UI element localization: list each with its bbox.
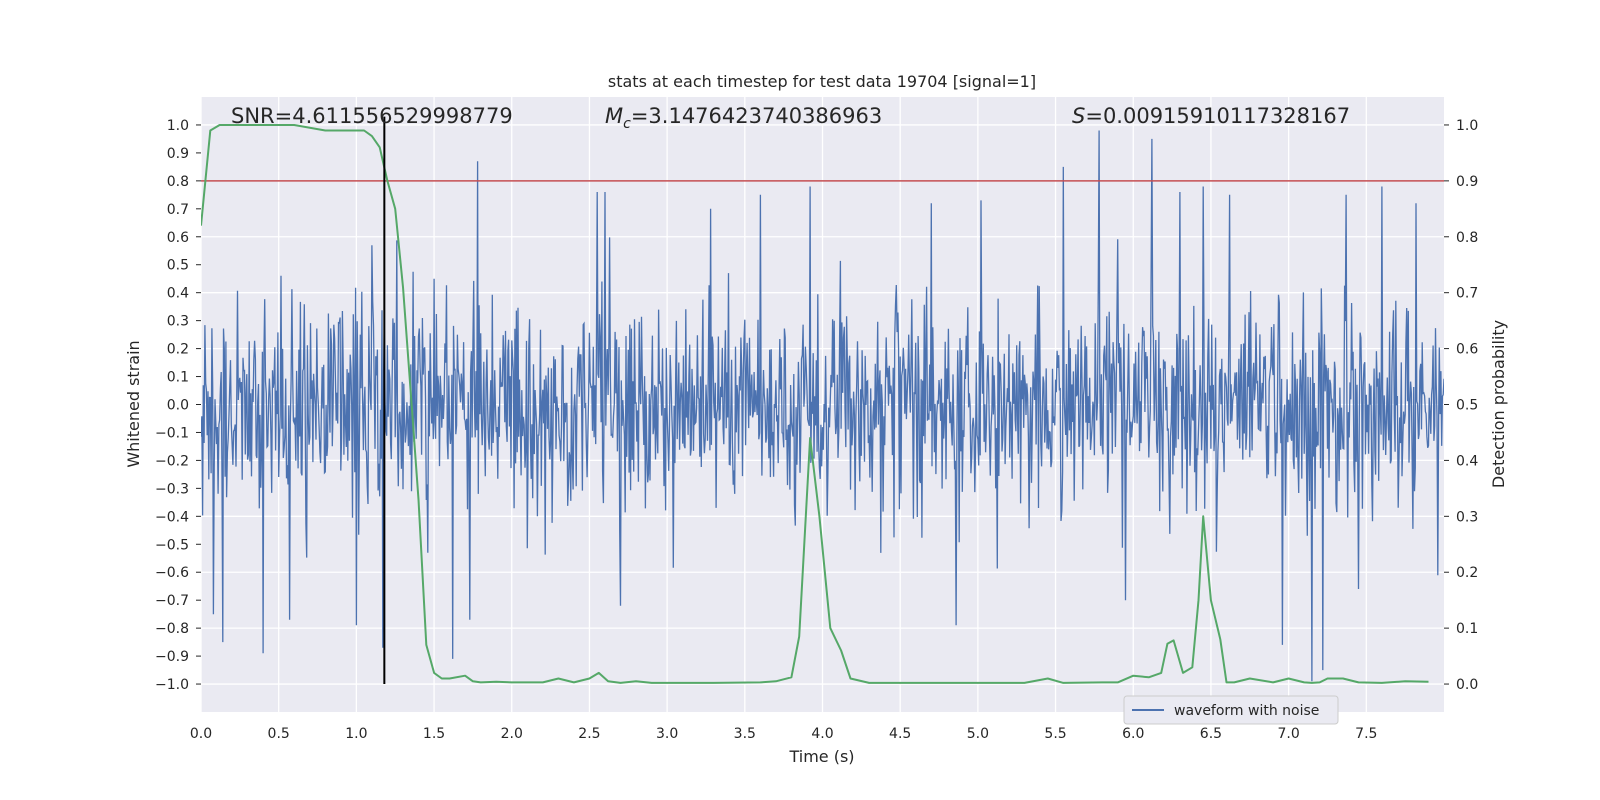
y-tick-label: −0.5 — [155, 537, 189, 553]
y2-tick-label: 0.7 — [1456, 286, 1478, 302]
y-tick-label: 0.4 — [167, 286, 189, 302]
s-symbol: S — [1072, 104, 1085, 128]
y2-tick-label: 0.9 — [1456, 174, 1478, 190]
y-tick-label: −0.1 — [155, 425, 189, 441]
y-tick-label: 0.8 — [167, 174, 189, 190]
y2-tick-label: 0.5 — [1456, 398, 1478, 414]
y2-tick-label: 1.0 — [1456, 118, 1478, 134]
x-tick-label: 2.0 — [501, 726, 523, 742]
y-tick-label: 0.1 — [167, 370, 189, 386]
y2-tick-label: 0.6 — [1456, 342, 1478, 358]
chirp-mass-annotation: Mc=3.1476423740386963 — [605, 104, 882, 132]
y-tick-label: 0.6 — [167, 230, 189, 246]
y-tick-label: −0.9 — [155, 649, 189, 665]
x-tick-label: 5.0 — [967, 726, 989, 742]
y2-tick-label: 0.1 — [1456, 621, 1478, 637]
y-tick-label: 0.3 — [167, 314, 189, 330]
chirp-mass-symbol: M — [605, 104, 623, 128]
x-tick-label: 1.5 — [423, 726, 445, 742]
legend: waveform with noise — [1123, 695, 1339, 725]
y2-tick-label: 0.3 — [1456, 509, 1478, 525]
x-tick-label: 6.5 — [1200, 726, 1222, 742]
x-tick-label: 5.5 — [1044, 726, 1066, 742]
y2-tick-label: 0.0 — [1456, 677, 1478, 693]
x-tick-label: 7.5 — [1355, 726, 1377, 742]
chirp-mass-subscript: c — [623, 116, 631, 132]
y-tick-label: 0.5 — [167, 258, 189, 274]
probability-layer — [201, 116, 1444, 685]
x-tick-label: 7.0 — [1277, 726, 1299, 742]
x-tick-label: 0.5 — [268, 726, 290, 742]
chart-title: stats at each timestep for test data 197… — [608, 72, 1036, 91]
snr-annotation: SNR=4.611556529998779 — [231, 104, 513, 128]
y2-tick-label: 0.4 — [1456, 453, 1478, 469]
x-tick-label: 1.0 — [345, 726, 367, 742]
y-tick-label: 0.7 — [167, 202, 189, 218]
s-annotation: S=0.00915910117328167 — [1072, 104, 1350, 128]
x-tick-label: 0.0 — [190, 726, 212, 742]
waveform-layer — [201, 130, 1444, 682]
y-tick-label: 0.0 — [167, 398, 189, 414]
x-tick-label: 6.0 — [1122, 726, 1144, 742]
x-axis-label: Time (s) — [788, 747, 854, 766]
y2-tick-label: 0.2 — [1456, 565, 1478, 581]
chirp-mass-value: =3.1476423740386963 — [631, 104, 882, 128]
y-tick-label: 1.0 — [167, 118, 189, 134]
probability-series-line — [201, 124, 1429, 684]
x-tick-label: 4.0 — [811, 726, 833, 742]
s-value: =0.00915910117328167 — [1085, 104, 1350, 128]
y-tick-label: 0.2 — [167, 342, 189, 358]
legend-box — [1123, 695, 1339, 725]
y-axis-label: Whitened strain — [124, 340, 143, 467]
y-tick-label: 0.9 — [167, 146, 189, 162]
x-tick-label: 3.5 — [734, 726, 756, 742]
x-tick-label: 3.0 — [656, 726, 678, 742]
y2-axis-label: Detection probability — [1489, 320, 1508, 488]
legend-label-waveform: waveform with noise — [1174, 703, 1319, 719]
x-tick-label: 2.5 — [578, 726, 600, 742]
y-tick-label: −0.4 — [155, 509, 189, 525]
y2-tick-label: 0.8 — [1456, 230, 1478, 246]
waveform-series-line — [201, 130, 1444, 682]
y-tick-label: −1.0 — [155, 677, 189, 693]
y-tick-label: −0.2 — [155, 453, 189, 469]
tick-labels: 0.0 0.5 1.0 1.5 2.0 2.5 3.0 3.5 4.0 4.5 5.0 5.5 6.0 6… — [155, 118, 1478, 742]
y-tick-label: −0.3 — [155, 481, 189, 497]
y-tick-label: −0.8 — [155, 621, 189, 637]
x-tick-label: 4.5 — [889, 726, 911, 742]
y-tick-label: −0.6 — [155, 565, 189, 581]
y-tick-label: −0.7 — [155, 593, 189, 609]
